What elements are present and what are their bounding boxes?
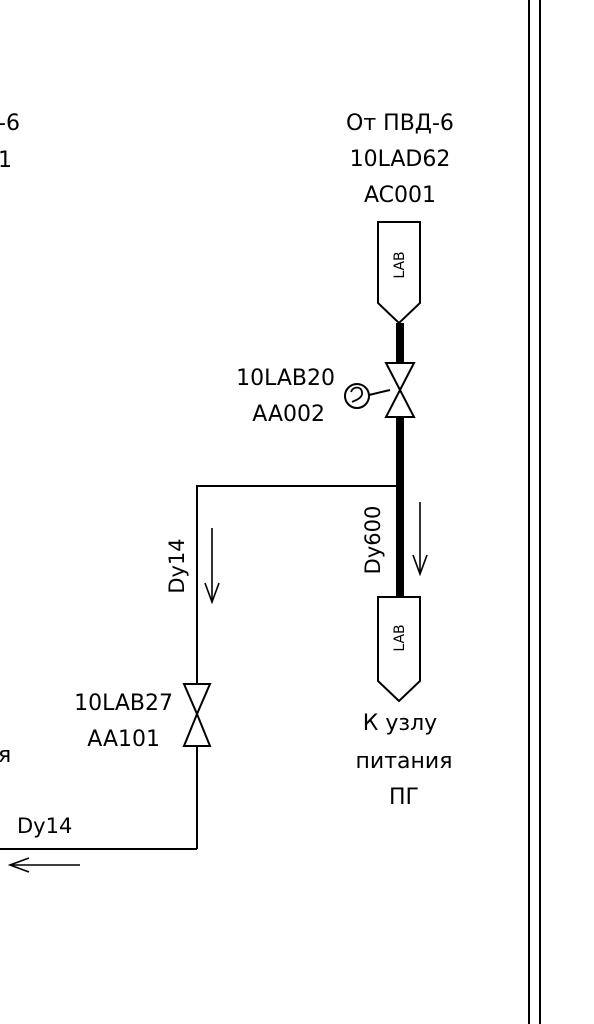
outlet-flow-arrow-icon (7, 857, 30, 873)
left-fragment-top-2: 1 (0, 148, 12, 173)
actuator-wave (350, 386, 363, 403)
actuator-link (368, 389, 391, 396)
destination-pipe-tag-label: LAB (392, 624, 408, 651)
main-flow-arrow-icon (412, 554, 428, 577)
branch-pipe-diameter: Dy14 (165, 538, 189, 593)
source-pipe-tag (377, 221, 421, 325)
source-label-line3: AC001 (364, 183, 436, 208)
destination-pipe-tag (377, 596, 421, 703)
branch-pipe (196, 485, 397, 684)
source-label-line1: От ПВД-6 (346, 111, 454, 136)
main-pipe-diameter: Dy600 (361, 506, 385, 575)
branch-valve-label-line1: 10LAB27 (74, 691, 173, 716)
source-pipe-tag-label: LAB (392, 251, 408, 278)
destination-label-line3: ПГ (389, 785, 419, 810)
main-valve-icon (384, 362, 416, 418)
left-fragment-top-1: -6 (0, 111, 20, 136)
destination-label-line1: К узлу (363, 711, 437, 736)
branch-valve-icon (182, 683, 212, 747)
branch-flow-arrow-icon (204, 582, 220, 605)
main-valve-label-line1: 10LAB20 (236, 366, 335, 391)
left-fragment-bottom: я (0, 743, 11, 768)
source-label-line2: 10LAD62 (350, 147, 451, 172)
valve-actuator-icon (344, 383, 370, 409)
outlet-pipe-diameter: Dy14 (17, 814, 72, 838)
main-valve-label-line2: AA002 (252, 402, 325, 427)
branch-valve-label-line2: AA101 (87, 727, 160, 752)
destination-label-line2: питания (356, 749, 453, 774)
